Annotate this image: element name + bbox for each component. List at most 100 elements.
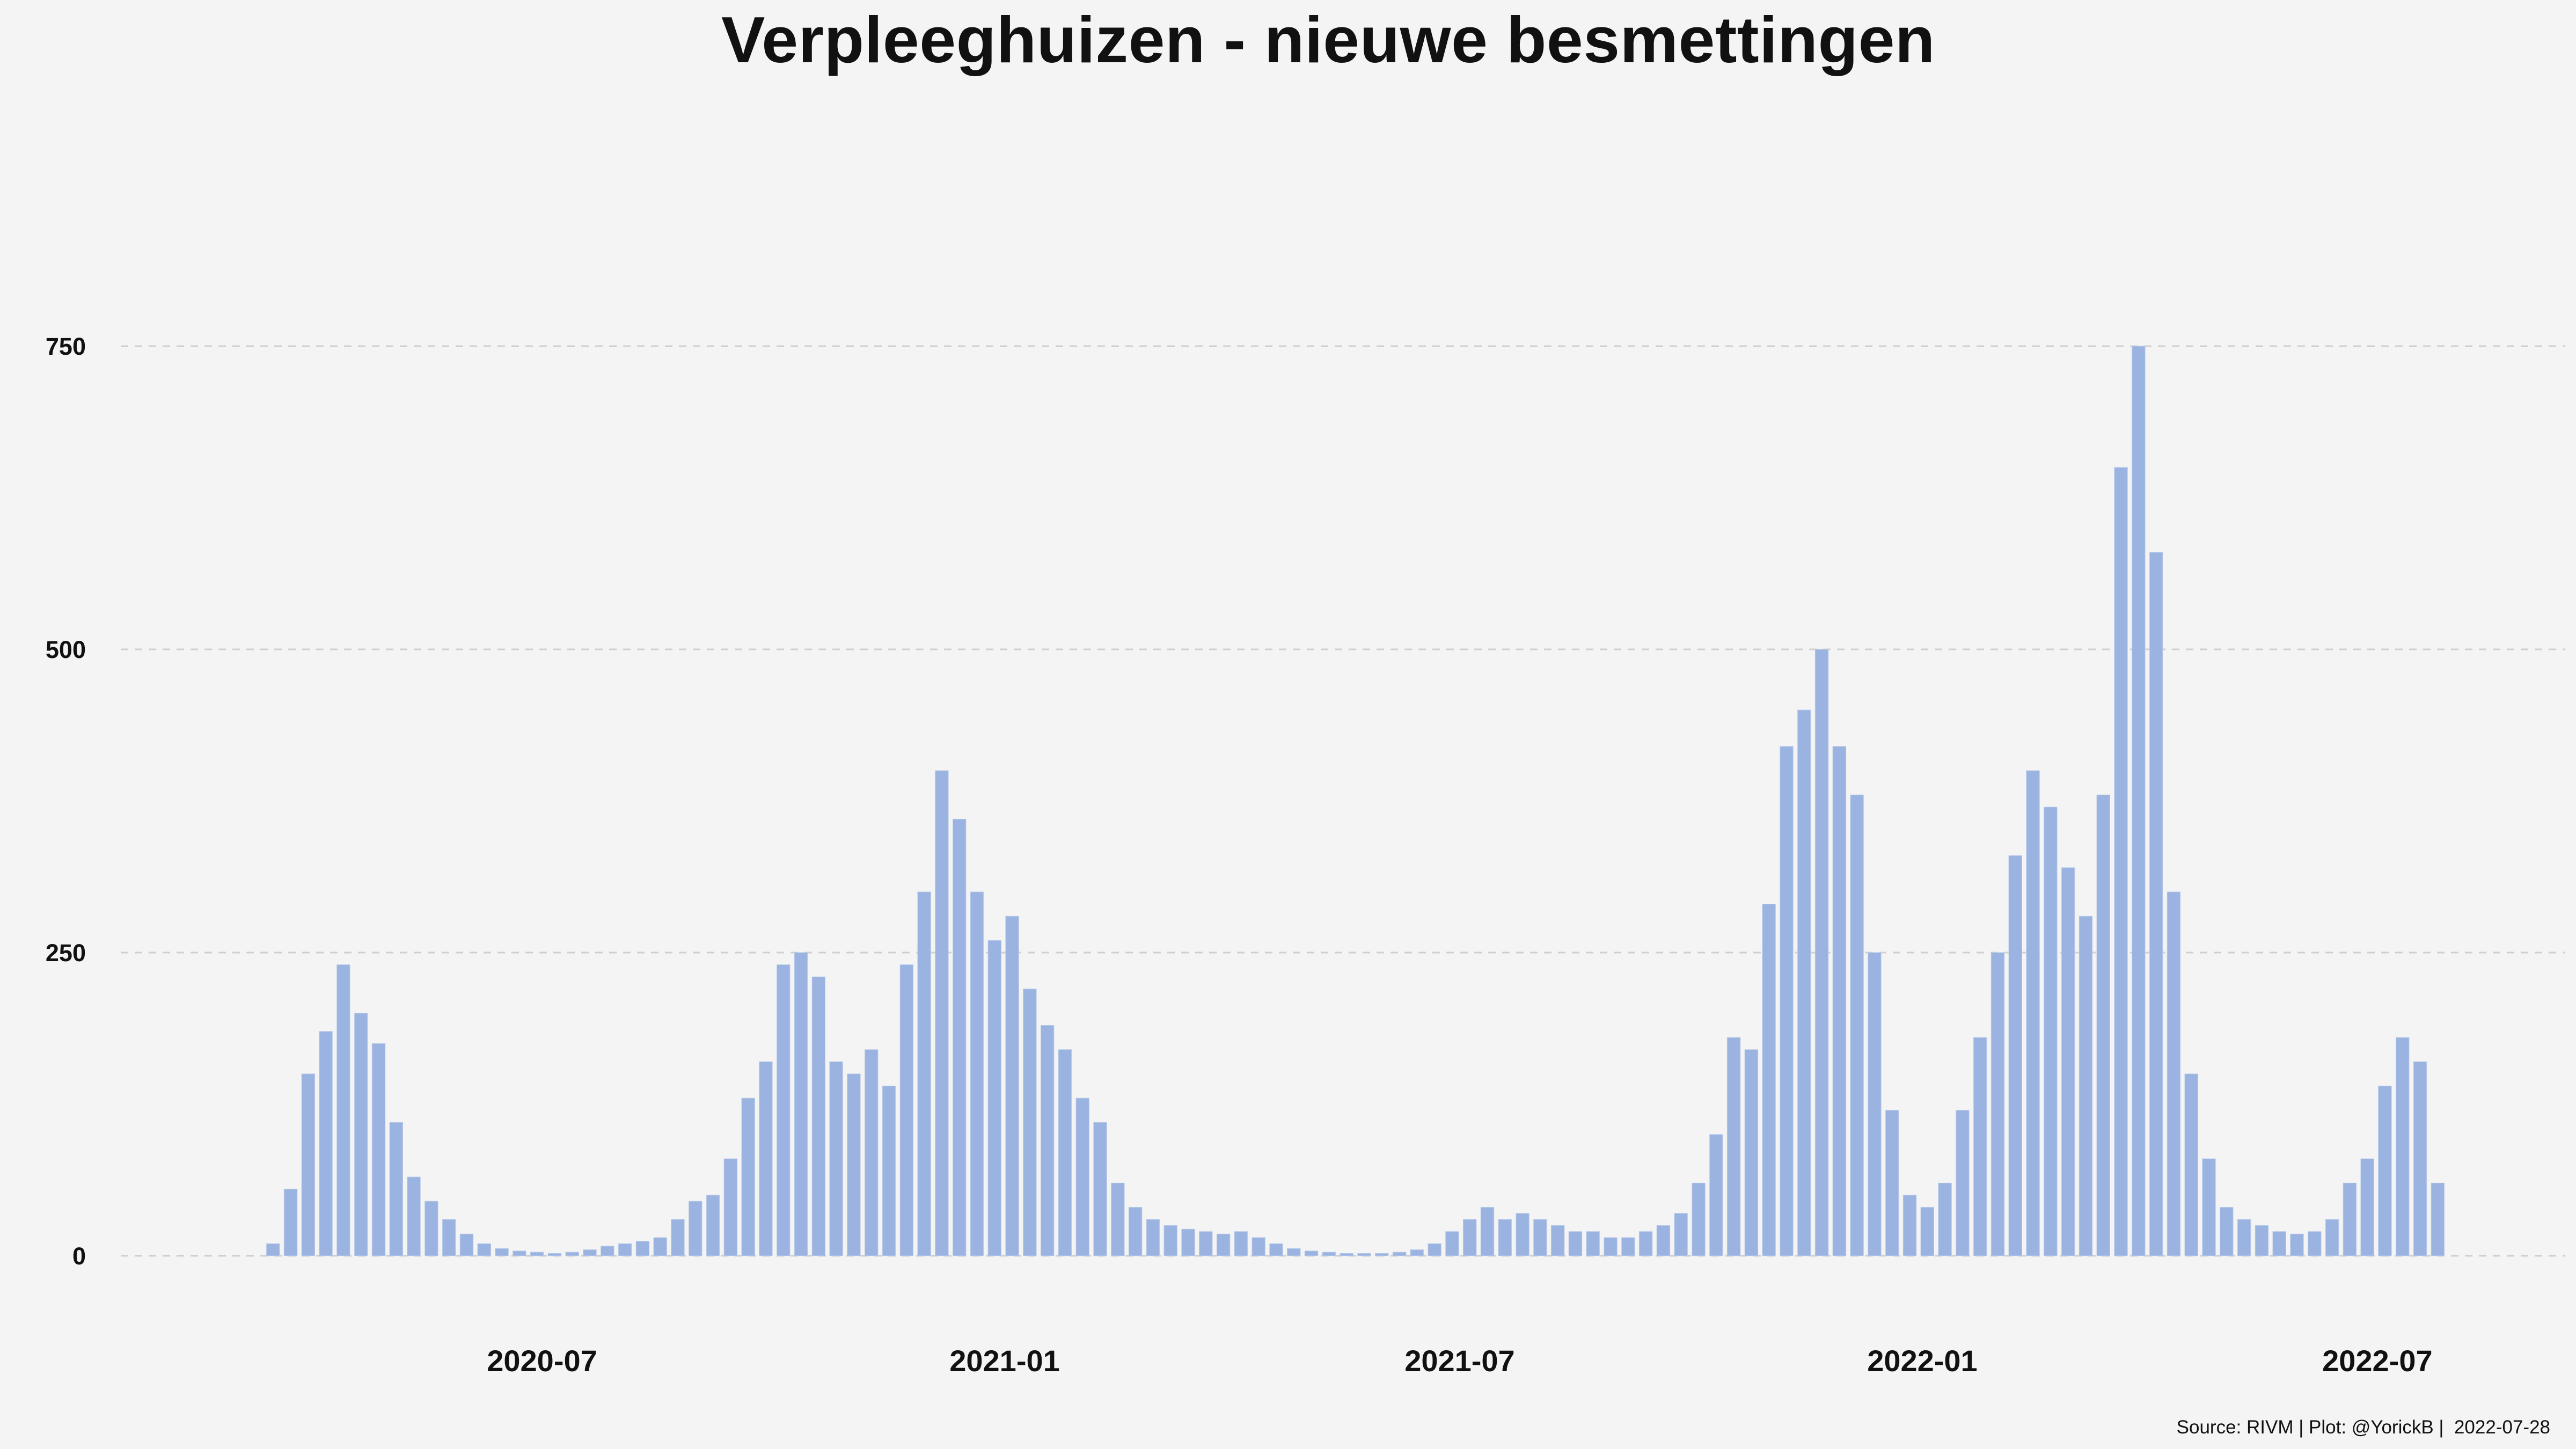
bar xyxy=(618,1243,632,1256)
bar xyxy=(2272,1231,2286,1256)
bar xyxy=(2220,1207,2234,1256)
x-tick-label: 2021-07 xyxy=(1404,1344,1515,1378)
bar xyxy=(1252,1237,1265,1256)
bar xyxy=(2396,1037,2410,1256)
bar xyxy=(1498,1219,1512,1256)
x-tick-label: 2021-01 xyxy=(949,1344,1060,1378)
bar xyxy=(530,1252,544,1256)
bar xyxy=(389,1122,403,1256)
bar xyxy=(2237,1219,2251,1256)
bar xyxy=(2132,346,2146,1256)
bar xyxy=(1287,1248,1301,1256)
bar xyxy=(1181,1228,1195,1256)
bar xyxy=(371,1043,386,1256)
bar xyxy=(1709,1134,1723,1256)
bar xyxy=(2114,467,2128,1256)
x-tick-label: 2020-07 xyxy=(487,1344,597,1378)
bar xyxy=(1868,952,1882,1256)
bar xyxy=(283,1189,298,1256)
bar xyxy=(1480,1207,1495,1256)
bar xyxy=(1604,1237,1618,1256)
bar xyxy=(2061,867,2075,1256)
gridlines xyxy=(121,345,2565,1257)
bar xyxy=(1146,1219,1160,1256)
bar xyxy=(794,952,808,1256)
bar xyxy=(442,1219,456,1256)
bar xyxy=(1568,1231,1583,1256)
bar xyxy=(2255,1225,2269,1256)
bar xyxy=(459,1233,474,1256)
bar xyxy=(266,1243,280,1256)
bar xyxy=(689,1201,702,1256)
y-tick-label: 750 xyxy=(46,333,86,360)
bar xyxy=(1023,989,1037,1256)
bar xyxy=(970,891,984,1256)
bar xyxy=(2026,770,2040,1256)
bar xyxy=(1814,649,1829,1256)
bar xyxy=(354,1013,368,1256)
bar xyxy=(425,1201,438,1256)
bar xyxy=(653,1237,667,1256)
bar xyxy=(565,1252,579,1256)
bar xyxy=(1040,1025,1055,1256)
bar xyxy=(865,1049,879,1256)
bar xyxy=(2360,1158,2374,1256)
bar xyxy=(1516,1213,1529,1256)
bar xyxy=(987,940,1001,1256)
bar xyxy=(917,891,931,1256)
bar xyxy=(635,1241,650,1256)
bar xyxy=(1163,1225,1177,1256)
bar xyxy=(1586,1231,1600,1256)
bar xyxy=(1058,1049,1072,1256)
y-tick-label: 250 xyxy=(46,939,86,967)
bar xyxy=(723,1158,738,1256)
bar xyxy=(1304,1250,1319,1256)
bar xyxy=(1269,1243,1283,1256)
bar xyxy=(1780,746,1794,1256)
bar xyxy=(2343,1182,2357,1256)
chart-title: Verpleeghuizen - nieuwe besmettingen xyxy=(721,3,1935,76)
bar xyxy=(1674,1213,1688,1256)
x-tick-label: 2022-07 xyxy=(2322,1344,2433,1378)
bar xyxy=(1762,904,1776,1256)
bars xyxy=(266,346,2445,1256)
bar xyxy=(301,1073,315,1256)
bar xyxy=(1550,1225,1565,1256)
bar xyxy=(1744,1049,1759,1256)
bar xyxy=(706,1195,720,1256)
bar xyxy=(759,1061,773,1256)
bar xyxy=(952,818,967,1256)
bar xyxy=(2149,552,2163,1256)
bar xyxy=(1392,1252,1407,1256)
bar xyxy=(2096,794,2110,1256)
bar xyxy=(1428,1243,1441,1256)
bar xyxy=(2167,891,2181,1256)
bar xyxy=(2413,1061,2427,1256)
bar xyxy=(1075,1097,1089,1256)
bar xyxy=(583,1249,597,1256)
bar xyxy=(1956,1110,1970,1256)
bar xyxy=(1920,1207,1934,1256)
bar xyxy=(1445,1231,1459,1256)
bar xyxy=(671,1219,685,1256)
bar xyxy=(1533,1219,1547,1256)
bar xyxy=(407,1176,421,1256)
bar xyxy=(1850,794,1864,1256)
bar xyxy=(2378,1086,2392,1256)
bar xyxy=(1621,1237,1635,1256)
bar xyxy=(2290,1233,2304,1256)
bar xyxy=(899,964,913,1256)
bar xyxy=(1216,1233,1231,1256)
bar xyxy=(336,964,350,1256)
bar xyxy=(1128,1207,1143,1256)
bar xyxy=(1973,1037,1987,1256)
bar xyxy=(1832,746,1847,1256)
bar xyxy=(777,964,791,1256)
bar xyxy=(1638,1231,1653,1256)
bar xyxy=(2202,1158,2216,1256)
bar xyxy=(477,1243,491,1256)
bar xyxy=(882,1086,896,1256)
bar xyxy=(2008,855,2022,1256)
x-axis-ticks: 2020-07 2021-01 2021-07 2022-01 2022-07 xyxy=(487,1344,2432,1378)
